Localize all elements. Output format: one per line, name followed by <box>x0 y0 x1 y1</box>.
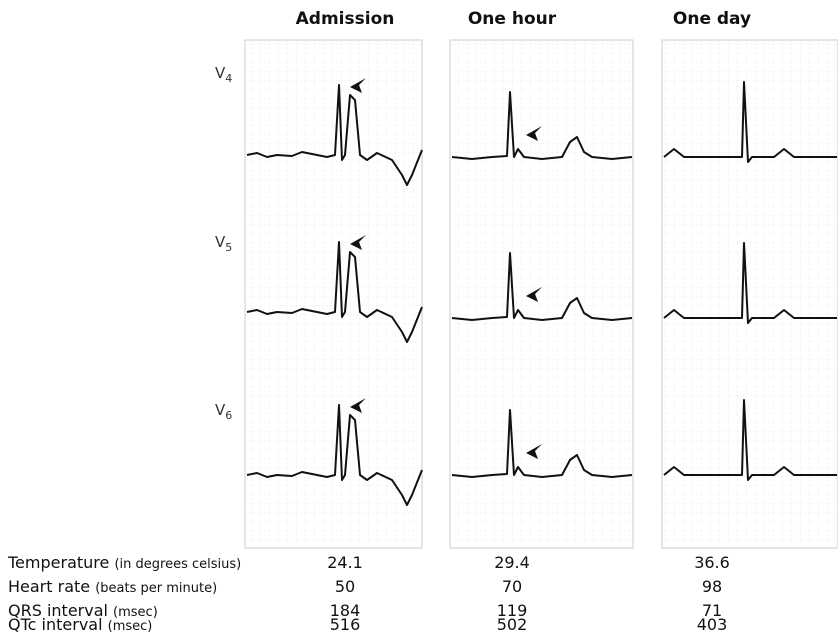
column-header: Admission <box>296 9 395 29</box>
row-name: Temperature <box>7 553 109 572</box>
lead-sub: 6 <box>225 409 232 422</box>
row-value: 36.6 <box>694 553 730 572</box>
column-header: One day <box>673 9 751 29</box>
ecg-panel <box>245 40 422 548</box>
row-label: Temperature (in degrees celsius) <box>7 553 241 572</box>
row-value: 29.4 <box>494 553 530 572</box>
lead-sub: 4 <box>225 72 232 85</box>
row-value: 98 <box>702 577 722 596</box>
row-value: 516 <box>330 615 361 634</box>
ecg-panel <box>662 40 838 548</box>
figure: Admission One hour One day V4 V5 V6 Temperatur… <box>0 0 838 637</box>
lead-label: V4 <box>215 64 232 85</box>
column-header: One hour <box>468 9 557 29</box>
row-unit: (beats per minute) <box>95 581 217 596</box>
lead-label: V6 <box>215 401 232 422</box>
row-label: Heart rate (beats per minute) <box>8 577 217 596</box>
lead-sub: 5 <box>225 241 232 254</box>
lead-label: V5 <box>215 233 232 254</box>
row-unit: (msec) <box>113 605 158 620</box>
row-unit: (in degrees celsius) <box>114 557 241 572</box>
row-value: 70 <box>502 577 522 596</box>
row-value: 50 <box>335 577 355 596</box>
row-name: Heart rate <box>8 577 90 596</box>
row-value: 403 <box>697 615 728 634</box>
row-name: QTc interval <box>8 615 103 634</box>
row-value: 502 <box>497 615 528 634</box>
row-value: 24.1 <box>327 553 363 572</box>
ecg-panel <box>450 40 633 548</box>
row-unit: (msec) <box>108 619 153 634</box>
